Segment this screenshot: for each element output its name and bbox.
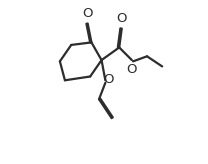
Text: O: O xyxy=(82,7,93,20)
Text: O: O xyxy=(103,73,114,86)
Text: O: O xyxy=(116,12,127,25)
Text: O: O xyxy=(126,63,136,76)
